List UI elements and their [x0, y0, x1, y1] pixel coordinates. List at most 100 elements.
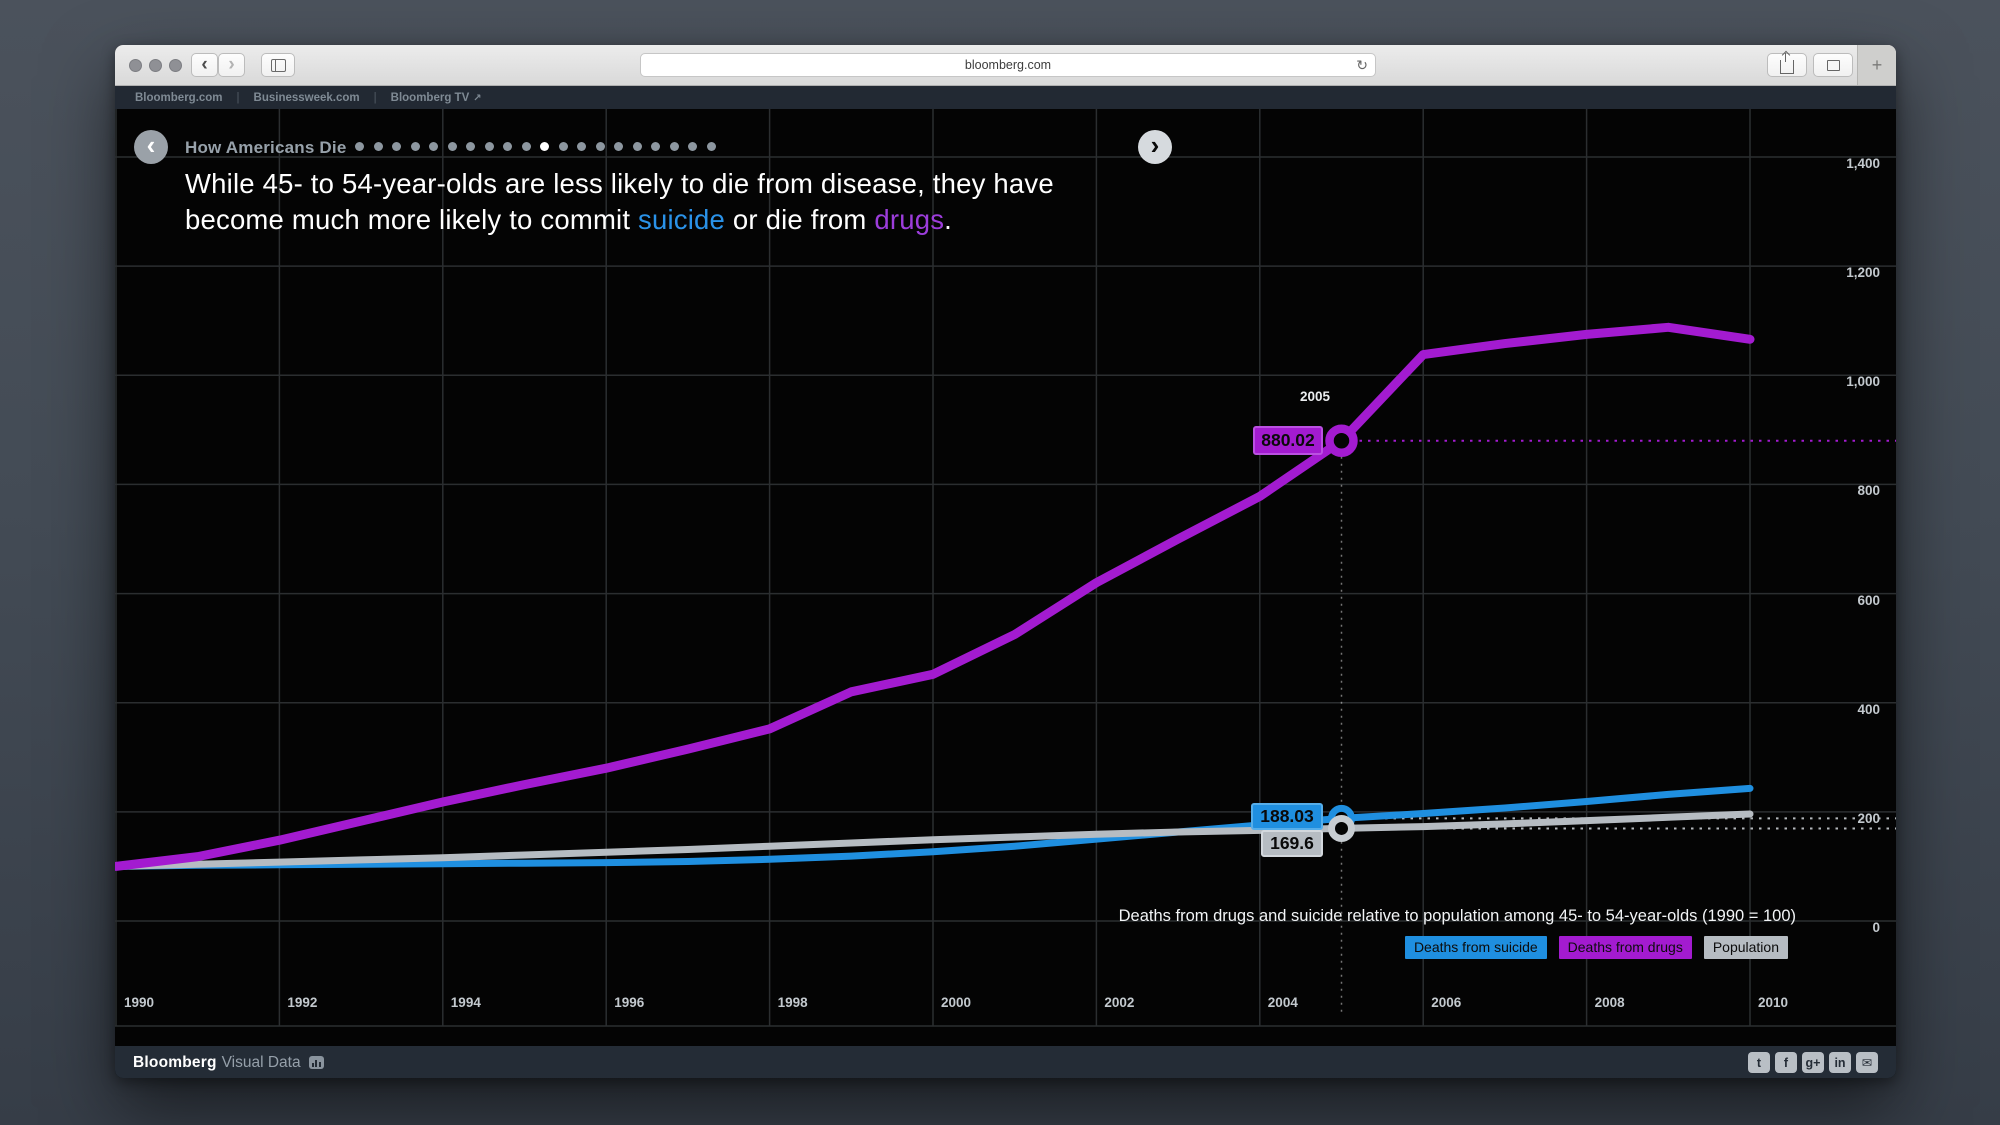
pager-dot-15[interactable] — [614, 142, 623, 151]
legend-chip-deaths-from-drugs[interactable]: Deaths from drugs — [1558, 936, 1692, 959]
tabs-icon — [1826, 55, 1843, 71]
pager-dot-7[interactable] — [466, 142, 475, 151]
series-line-deaths-from-drugs — [115, 322, 1755, 871]
pager-dot-20[interactable] — [706, 142, 716, 151]
pager-dot-14[interactable] — [595, 142, 605, 151]
show-tabs-button[interactable] — [1813, 53, 1853, 77]
y-axis-label-1200: 1,200 — [1846, 265, 1880, 281]
pager-dot-16[interactable] — [632, 142, 642, 151]
legend-chip-deaths-from-suicide[interactable]: Deaths from suicide — [1404, 936, 1547, 959]
chevron-right-icon: › — [1150, 130, 1160, 160]
sidebar-button[interactable] — [261, 53, 295, 77]
social-buttons: t f g+ in ✉ — [1748, 1052, 1878, 1073]
forward-icon: › — [228, 53, 235, 75]
pager-dot-5[interactable] — [429, 142, 438, 151]
plus-icon: + — [1871, 54, 1883, 75]
chart-subtitle: Deaths from drugs and suicide relative t… — [1118, 907, 1796, 925]
email-button[interactable]: ✉ — [1856, 1052, 1878, 1073]
pager-dot-10[interactable] — [521, 142, 531, 151]
footer-brand-bold: Bloomberg — [133, 1053, 217, 1071]
pager-dot-9[interactable] — [503, 142, 512, 151]
pager-dot-1[interactable] — [355, 142, 364, 151]
facebook-button[interactable]: f — [1775, 1052, 1797, 1073]
slide-pager — [355, 142, 716, 151]
headline: While 45- to 54-year-olds are less likel… — [185, 166, 1145, 239]
y-axis-label-200: 200 — [1857, 810, 1880, 826]
x-axis-label-2010: 2010 — [1758, 995, 1789, 1010]
callout-drugs-value: 880.02 — [1253, 426, 1323, 455]
x-axis-label-2002: 2002 — [1104, 995, 1135, 1010]
pager-dot-4[interactable] — [410, 142, 420, 151]
callout-population-value: 169.6 — [1261, 830, 1323, 857]
x-axis-label-2000: 2000 — [941, 995, 972, 1010]
google-plus-button[interactable]: g+ — [1802, 1052, 1824, 1073]
nav-separator: | — [373, 91, 377, 104]
chevron-left-icon: ‹ — [146, 130, 156, 160]
pager-dot-18[interactable] — [669, 142, 679, 151]
pager-dot-2[interactable] — [373, 142, 383, 151]
footer-brand-light: Visual Data — [221, 1053, 301, 1071]
y-axis-label-600: 600 — [1857, 592, 1880, 608]
chart-legend: Deaths from suicide Deaths from drugs Popu… — [1404, 936, 1788, 959]
pager-dot-3[interactable] — [392, 142, 401, 151]
headline-part3: . — [944, 204, 953, 236]
x-axis-label-1990: 1990 — [124, 995, 155, 1010]
browser-titlebar: ‹ › bloomberg.com ↻ + — [115, 45, 1896, 86]
x-axis-label-1996: 1996 — [614, 995, 645, 1010]
reload-icon[interactable]: ↻ — [1356, 57, 1368, 73]
linkedin-button[interactable]: in — [1829, 1052, 1851, 1073]
new-tab-button[interactable]: + — [1857, 45, 1896, 85]
sidebar-icon — [270, 58, 286, 72]
pager-dot-12[interactable] — [558, 142, 568, 151]
y-axis-label-1000: 1,000 — [1846, 374, 1880, 390]
y-axis-label-800: 800 — [1857, 483, 1880, 499]
pager-dot-11[interactable] — [540, 142, 549, 151]
chart-region: ‹ How Americans Die › While 45- to 54-ye… — [115, 109, 1896, 1046]
headline-part2: or die from — [725, 204, 875, 236]
pager-dot-8[interactable] — [484, 142, 494, 151]
minimize-window-button[interactable] — [149, 59, 162, 72]
marker-drugs-2005 — [1325, 424, 1358, 458]
headline-part1: While 45- to 54-year-olds are less likel… — [185, 168, 1054, 236]
address-url: bloomberg.com — [964, 58, 1052, 72]
footer-bar: Bloomberg Visual Data t f g+ in ✉ — [115, 1046, 1896, 1078]
site-nav-link-bloomberg-tv[interactable]: Bloomberg TV ↗ — [390, 91, 482, 104]
line-chart[interactable] — [115, 109, 1896, 1046]
back-button[interactable]: ‹ — [191, 53, 218, 77]
pager-dot-6[interactable] — [447, 142, 457, 151]
x-axis-label-2006: 2006 — [1431, 995, 1462, 1010]
forward-button[interactable]: › — [218, 53, 245, 77]
back-icon: ‹ — [201, 53, 208, 75]
site-nav: Bloomberg.com | Businessweek.com | Bloomberg… — [115, 86, 1896, 109]
address-bar[interactable]: bloomberg.com ↻ — [640, 53, 1376, 77]
headline-suicide-word: suicide — [638, 204, 726, 236]
story-title: How Americans Die — [185, 138, 347, 157]
legend-chip-population[interactable]: Population — [1703, 936, 1788, 959]
series-line-population — [115, 810, 1754, 870]
visual-data-icon — [308, 1056, 324, 1069]
site-nav-link-businessweek-com[interactable]: Businessweek.com — [253, 91, 360, 104]
x-axis-label-2008: 2008 — [1594, 995, 1625, 1010]
pager-dot-19[interactable] — [688, 142, 697, 151]
next-slide-button[interactable]: › — [1138, 130, 1172, 164]
y-axis-label-400: 400 — [1857, 701, 1880, 717]
twitter-button[interactable]: t — [1748, 1052, 1770, 1073]
series-line-deaths-from-suicide — [115, 784, 1754, 870]
prev-slide-button[interactable]: ‹ — [134, 130, 168, 164]
close-window-button[interactable] — [129, 59, 142, 72]
share-icon — [1780, 53, 1794, 74]
x-axis-label-1998: 1998 — [777, 995, 808, 1010]
share-button[interactable] — [1767, 53, 1807, 77]
site-nav-link-bloomberg-com[interactable]: Bloomberg.com — [135, 91, 223, 104]
pager-dot-17[interactable] — [651, 142, 660, 151]
external-link-icon: ↗ — [473, 92, 482, 104]
callout-year-label: 2005 — [1299, 389, 1331, 404]
pager-dot-13[interactable] — [577, 142, 586, 151]
x-axis-label-2004: 2004 — [1267, 995, 1298, 1010]
nav-separator: | — [236, 91, 240, 104]
callout-suicide-value: 188.03 — [1251, 803, 1323, 830]
zoom-window-button[interactable] — [169, 59, 182, 72]
y-axis-label-0: 0 — [1872, 920, 1880, 935]
headline-drugs-word: drugs — [874, 204, 945, 236]
marker-population-2005 — [1328, 814, 1355, 842]
